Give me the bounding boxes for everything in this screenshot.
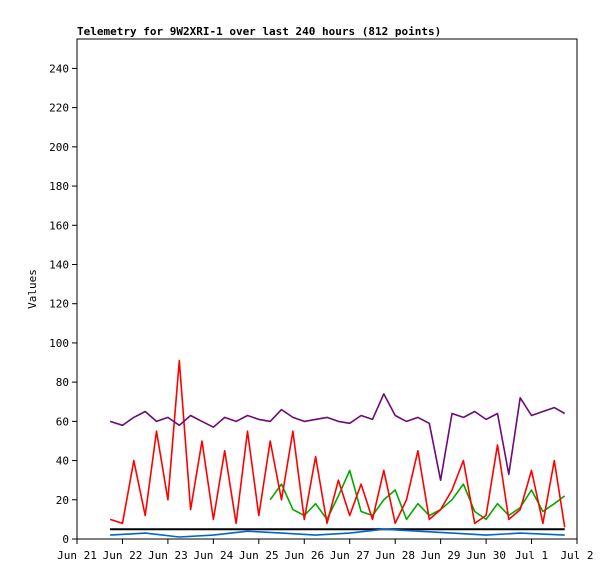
series-line-1 xyxy=(110,528,565,538)
y-tick-label: 60 xyxy=(56,415,69,428)
series-group xyxy=(109,359,566,538)
y-tick-label: 240 xyxy=(49,62,69,75)
y-tick-label: 80 xyxy=(56,376,69,389)
x-tick-label: Jun 21 xyxy=(57,549,97,562)
chart-title: Telemetry for 9W2XRI-1 over last 240 hou… xyxy=(77,25,441,38)
plot-frame xyxy=(76,38,578,540)
x-tick-label: Jun 29 xyxy=(421,549,461,562)
x-tick-label: Jun 23 xyxy=(148,549,188,562)
x-tick-label: Jun 24 xyxy=(193,549,233,562)
x-tick-label: Jul 1 xyxy=(515,549,548,562)
x-tick-label: Jul 2 xyxy=(560,549,593,562)
y-tick-label: 20 xyxy=(56,494,69,507)
y-tick-label: 160 xyxy=(49,219,69,232)
x-tick-label: Jun 22 xyxy=(103,549,143,562)
y-axis-label: Values xyxy=(26,269,39,309)
x-tick-label: Jun 30 xyxy=(466,549,506,562)
series-line-3 xyxy=(109,359,566,528)
series-line-2 xyxy=(269,469,566,521)
x-tick-label: Jun 28 xyxy=(375,549,415,562)
y-tick-label: 120 xyxy=(49,298,69,311)
y-tick-label: 0 xyxy=(62,533,69,546)
y-tick-label: 200 xyxy=(49,141,69,154)
y-tick-label: 180 xyxy=(49,180,69,193)
x-tick-label: Jun 27 xyxy=(330,549,370,562)
x-axis: Jun 21 Jun 22 Jun 23 Jun 24 Jun 25 Jun 26 Jun … xyxy=(57,539,594,562)
series-line-4 xyxy=(109,393,566,482)
x-tick-label: Jun 26 xyxy=(284,549,324,562)
x-tick-label: Jun 25 xyxy=(239,549,279,562)
y-tick-label: 140 xyxy=(49,258,69,271)
y-tick-label: 40 xyxy=(56,455,69,468)
y-tick-label: 100 xyxy=(49,337,69,350)
y-tick-label: 220 xyxy=(49,102,69,115)
y-axis: 0 20 40 60 80 100 120 140 160 180 200 220 240 xyxy=(49,62,77,546)
